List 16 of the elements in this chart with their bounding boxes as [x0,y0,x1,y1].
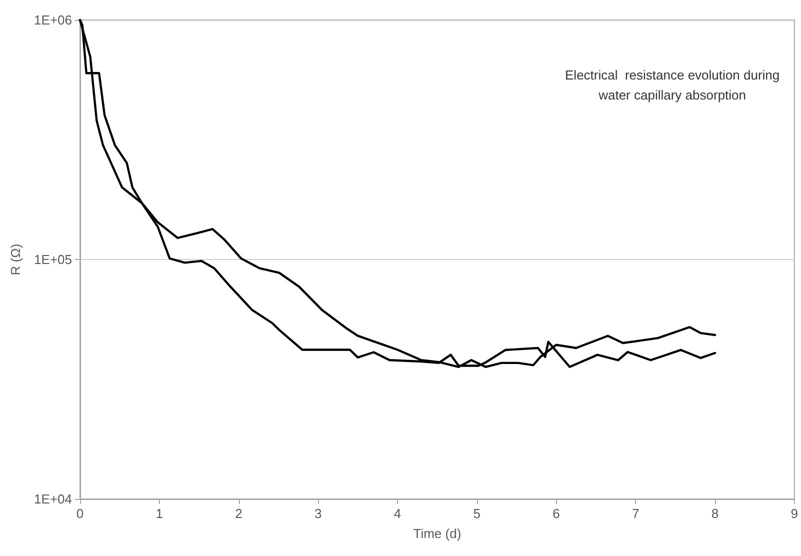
x-tick-label: 1 [156,506,163,521]
annotation: Electrical resistance evolution during water capillary absorption [565,68,780,102]
x-tick-label: 2 [235,506,242,521]
x-tick-label: 0 [76,506,84,521]
x-tick-label: 9 [790,506,798,521]
y-axis-title: R (Ω) [8,244,23,276]
x-tick-label: 6 [552,506,560,521]
x-axis-title: Time (d) [413,526,462,541]
y-tick-label: 1E+05 [34,252,72,267]
x-tick-label: 5 [473,506,480,521]
x-tick-label: 4 [394,506,402,521]
x-tick-label: 8 [711,506,719,521]
x-tick-label: 3 [314,506,322,521]
y-tick-label: 1E+04 [34,492,72,506]
x-tick-label: 7 [632,506,640,521]
y-tick-label: 1E+06 [34,12,72,28]
